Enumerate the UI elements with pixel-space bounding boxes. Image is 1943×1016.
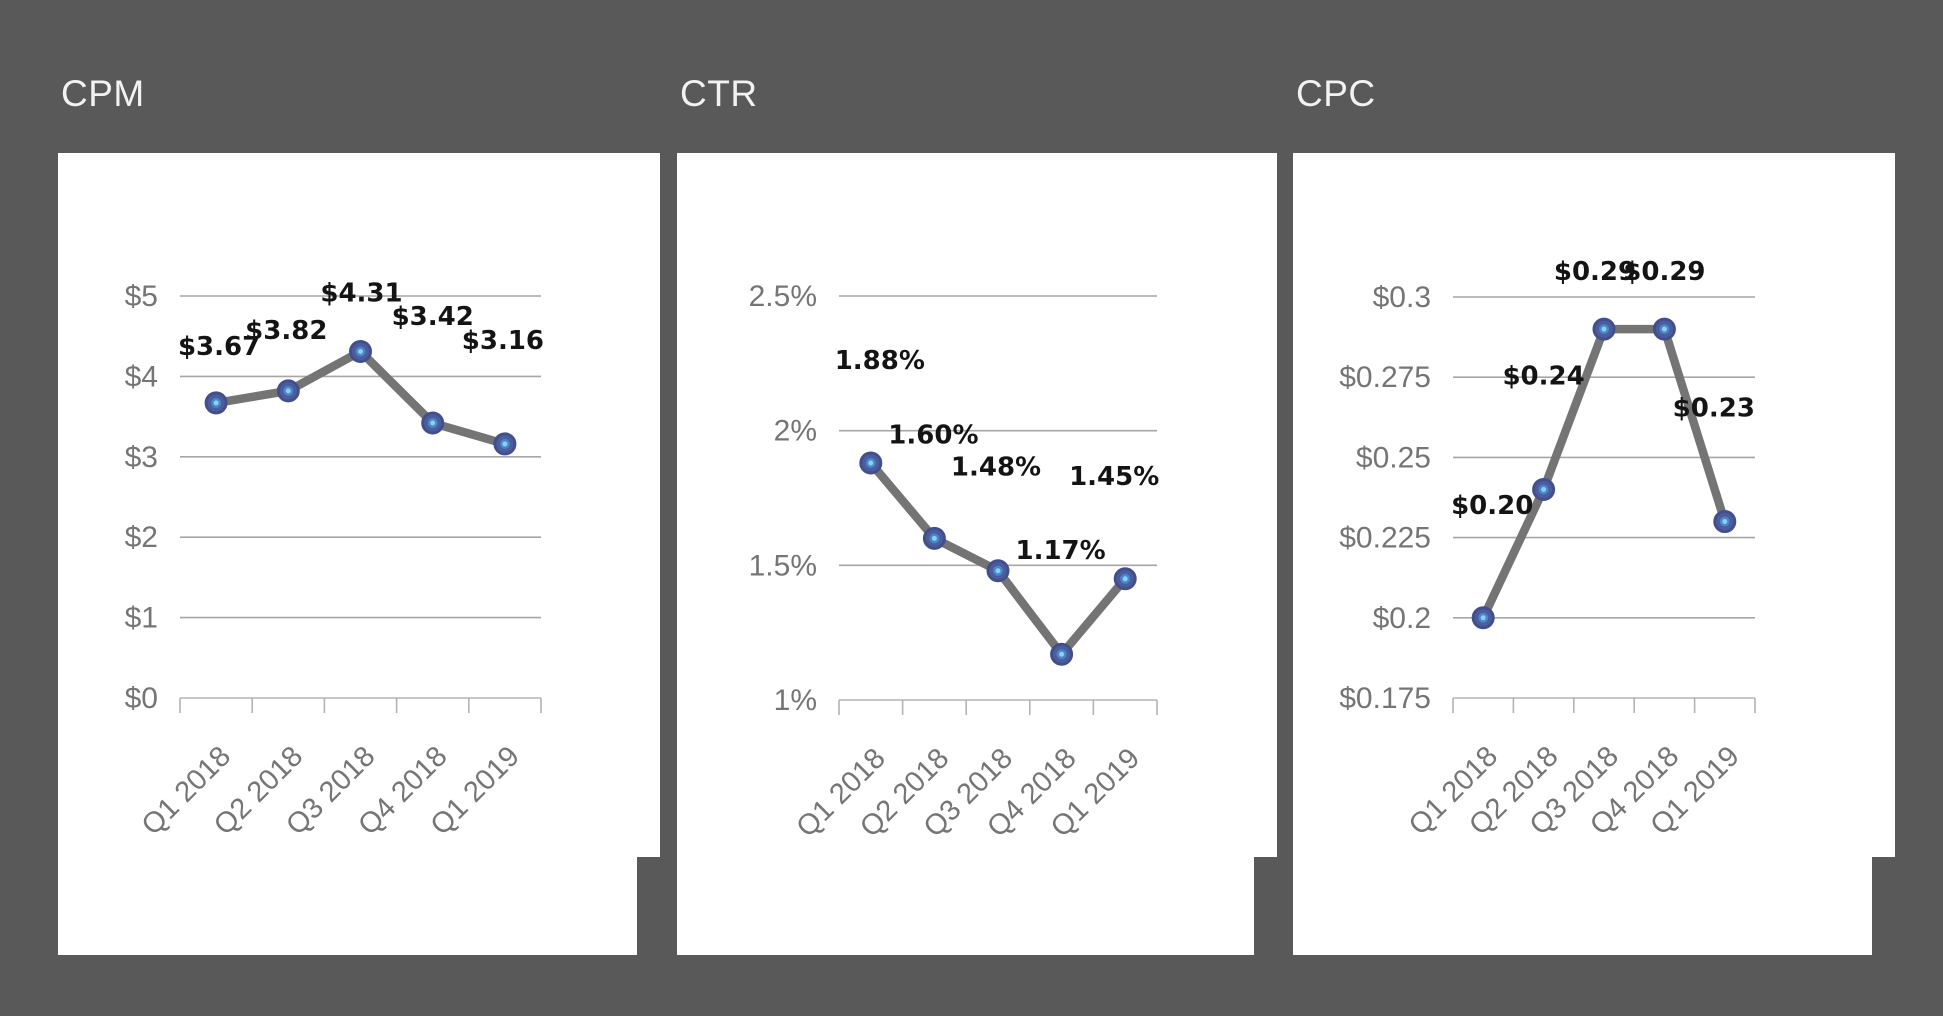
- y-axis-label: 1.5%: [749, 549, 817, 582]
- y-axis-label: $0.175: [1339, 682, 1431, 715]
- chart-card-ctr: 2.5% 2% 1.5% 1% Q1 2018 Q2 2018 Q3 2018 Q4 2018…: [677, 153, 1277, 955]
- data-label: $0.29: [1554, 257, 1636, 287]
- data-label: $3.67: [178, 332, 260, 362]
- data-point-marker-dot: [430, 420, 436, 426]
- data-point-marker-dot: [931, 535, 937, 541]
- data-label: $3.82: [245, 316, 327, 346]
- y-axis-label: 1%: [774, 684, 817, 717]
- y-axis-label: $0.225: [1339, 522, 1431, 555]
- data-point-marker-dot: [1722, 519, 1728, 525]
- y-axis-label: 2.5%: [749, 280, 817, 313]
- y-axis-label: 2%: [774, 415, 817, 448]
- chart-title-cpm: CPM: [61, 73, 145, 114]
- data-point-marker-dot: [285, 388, 291, 394]
- data-label: $0.24: [1502, 361, 1584, 391]
- card-corner-notch: [1254, 857, 1277, 955]
- data-label: 1.48%: [951, 453, 1041, 483]
- data-label: 1.45%: [1069, 462, 1159, 492]
- chart-title-ctr: CTR: [680, 73, 758, 114]
- y-axis-label: $4: [125, 360, 158, 393]
- chart-title-cpc: CPC: [1296, 73, 1376, 114]
- y-axis-label: $1: [125, 602, 158, 635]
- data-point-marker-dot: [358, 348, 363, 354]
- data-point-marker-dot: [868, 460, 874, 466]
- chart-card-cpm: $5 $4 $3 $2 $1 $0 Q1 2018 Q2 2018 Q3 2018 Q4 2018…: [58, 153, 660, 955]
- data-label: 1.17%: [1015, 536, 1105, 566]
- data-point-marker-dot: [1661, 326, 1667, 332]
- data-label: 1.88%: [835, 346, 925, 376]
- data-point-marker-dot: [1059, 651, 1065, 657]
- data-label: 1.60%: [888, 420, 978, 450]
- y-axis-label: $0.3: [1373, 281, 1431, 314]
- data-label: $0.29: [1623, 257, 1705, 287]
- data-point-marker-dot: [1601, 326, 1607, 332]
- chart-card-cpc: $0.3 $0.275 $0.25 $0.225 $0.2 $0.175 Q1 2018 Q2…: [1293, 153, 1895, 955]
- y-axis-label: $0: [125, 682, 158, 715]
- data-line: [211, 347, 510, 449]
- data-point-marker-dot: [1122, 576, 1128, 582]
- y-axis-label: $5: [125, 280, 158, 313]
- data-label: $4.31: [320, 278, 402, 308]
- data-point-marker-dot: [995, 568, 1001, 574]
- y-axis-label: $0.275: [1339, 361, 1431, 394]
- data-point-marker-dot: [1541, 486, 1547, 492]
- data-label: $3.42: [392, 302, 474, 332]
- data-point-marker-dot: [213, 400, 219, 406]
- y-axis-label: $0.25: [1356, 441, 1431, 474]
- data-label: $3.16: [462, 326, 544, 356]
- data-point-marker-dot: [502, 441, 508, 447]
- card-corner-notch: [637, 857, 660, 955]
- y-axis-label: $0.2: [1373, 602, 1431, 635]
- y-axis-label: $3: [125, 441, 158, 474]
- data-label: $0.23: [1673, 394, 1755, 424]
- data-label: $0.20: [1451, 491, 1533, 521]
- y-axis-label: $2: [125, 521, 158, 554]
- card-corner-notch: [1872, 857, 1895, 955]
- data-point-marker-dot: [1480, 615, 1486, 621]
